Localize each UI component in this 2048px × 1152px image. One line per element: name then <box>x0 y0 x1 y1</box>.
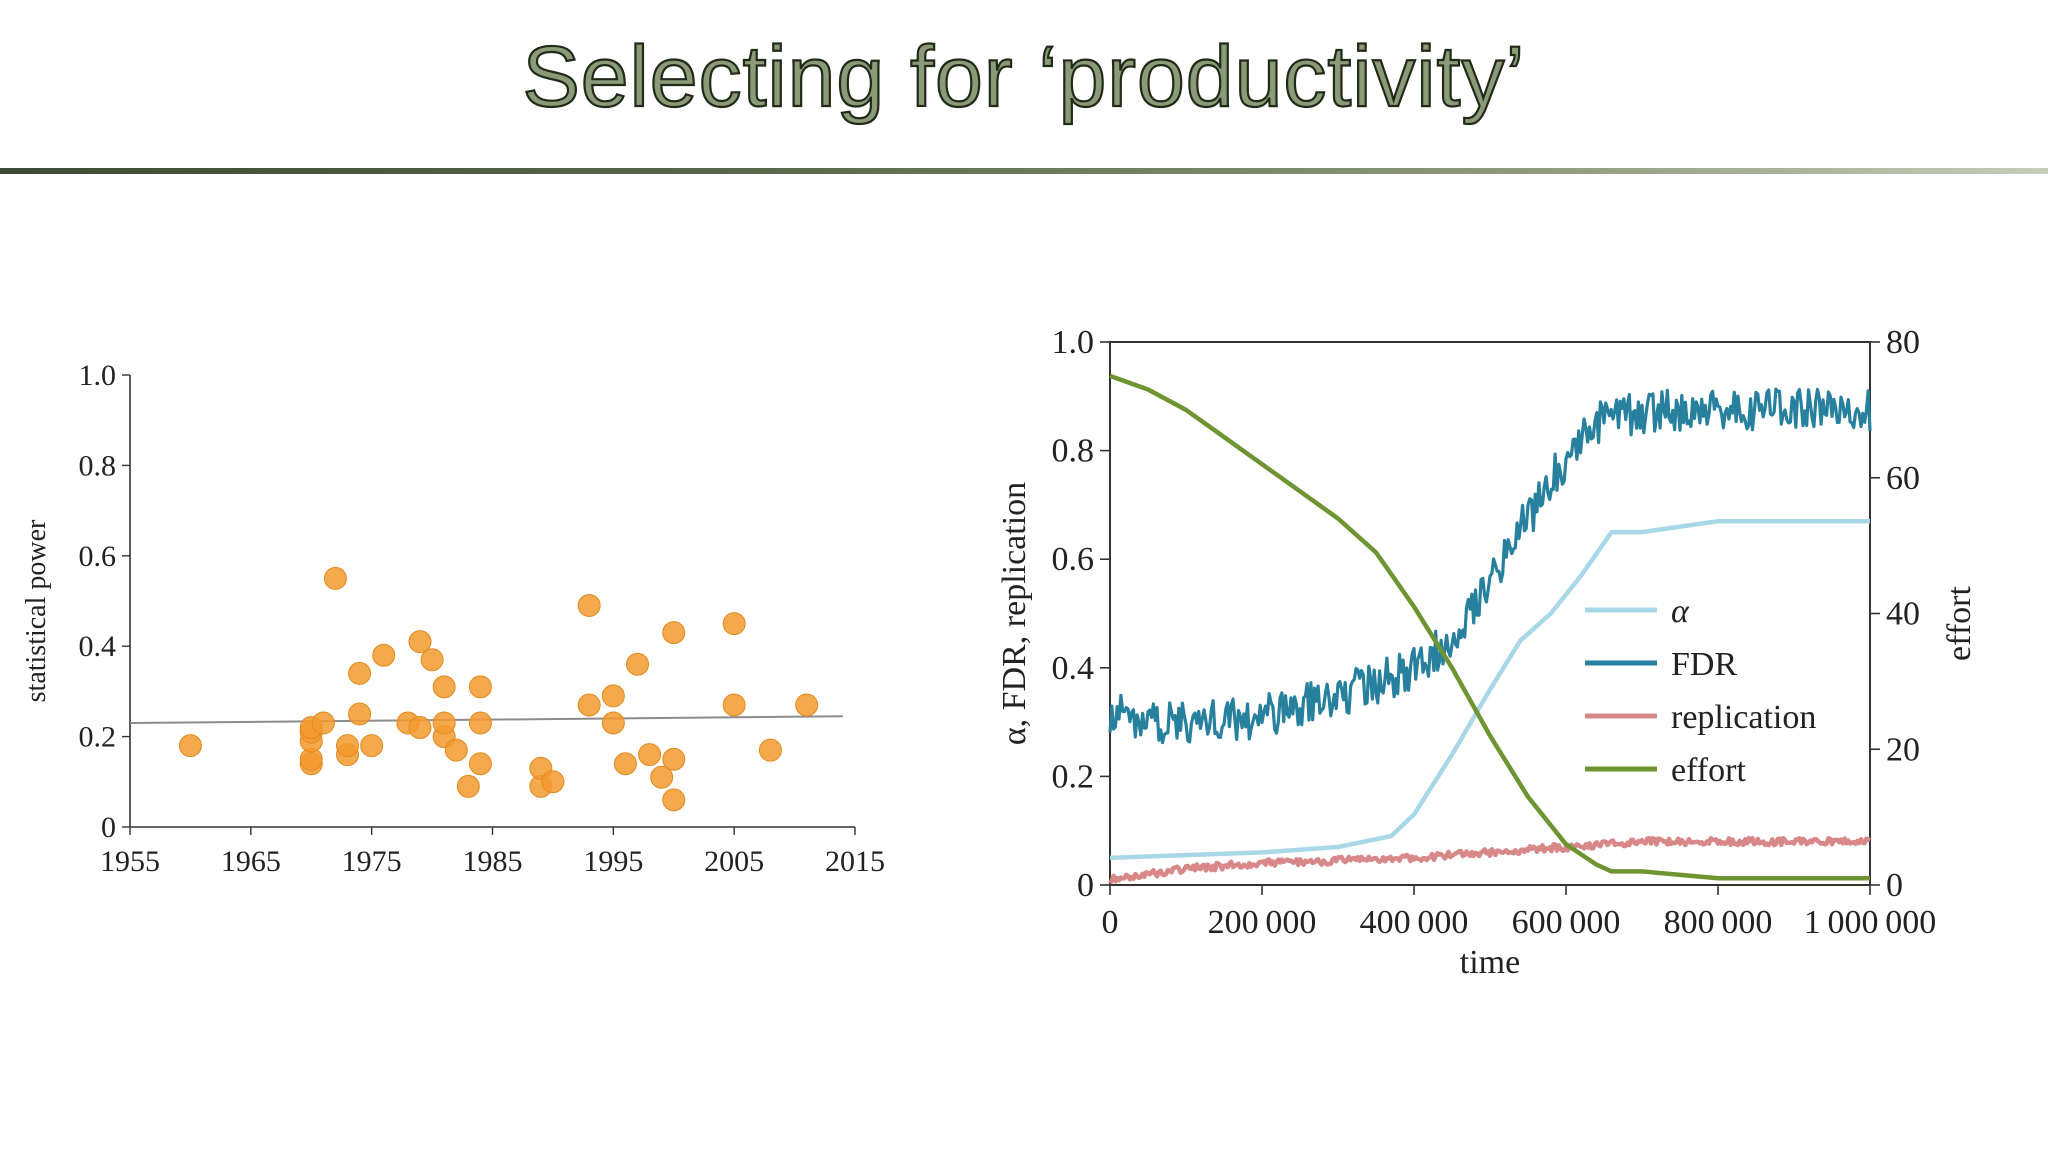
y-axis-title: α, FDR, replication <box>996 482 1033 745</box>
y-tick-label: 0.8 <box>1052 433 1095 470</box>
title-divider <box>0 168 2048 174</box>
x-tick-label: 1985 <box>463 845 523 878</box>
y-tick-label: 0.2 <box>1052 758 1095 795</box>
scatter-point <box>311 711 335 735</box>
scatter-point <box>601 711 625 735</box>
legend-label-alpha: α <box>1671 593 1690 630</box>
scatter-point <box>420 648 444 672</box>
scatter-point <box>795 693 819 717</box>
series-line-effort <box>1109 373 1870 881</box>
x-axis-title: time <box>1460 944 1520 981</box>
y-axis-title: statistical power <box>21 519 52 702</box>
scatter-point <box>408 716 432 740</box>
x-tick-label: 0 <box>1102 904 1119 941</box>
scatter-point <box>432 675 456 699</box>
scatter-point <box>348 661 372 685</box>
scatter-point <box>468 675 492 699</box>
x-tick-label: 400 000 <box>1360 904 1469 941</box>
scatter-point <box>444 738 468 762</box>
scatter-point <box>372 643 396 667</box>
legend-label-replication: replication <box>1671 699 1816 736</box>
scatter-point <box>336 734 359 758</box>
scatter-point <box>662 747 686 771</box>
scatter-point <box>626 652 649 676</box>
scatter-point <box>360 734 384 758</box>
scatter-point <box>662 788 686 812</box>
x-tick-label: 1995 <box>583 845 643 878</box>
scatter-point <box>613 752 637 776</box>
scatter-point <box>178 734 202 758</box>
scatter-point <box>722 693 746 717</box>
scatter-point <box>638 743 662 767</box>
y-tick-label: 0.6 <box>79 540 117 573</box>
y-tick-label: 1.0 <box>1052 324 1095 361</box>
slide-title: Selecting for ‘productivity’ <box>521 28 1526 126</box>
x-tick-label: 1 000 000 <box>1804 904 1937 941</box>
scatter-point <box>662 621 686 645</box>
y-tick-label: 0.6 <box>1052 541 1095 578</box>
simulation-line-chart: 0 0.2 0.4 0.6 0.8 1.0 0 20 40 60 80 0 200 000 400 000… <box>996 324 1978 981</box>
x-tick-label: 800 000 <box>1664 904 1773 941</box>
x-tick-label: 2005 <box>704 845 764 878</box>
plot-frame <box>1109 341 1871 886</box>
scatter-point <box>650 765 674 789</box>
series-line-alpha <box>1109 518 1870 861</box>
scatter-point <box>541 770 565 794</box>
scatter-point <box>408 630 432 654</box>
y-right-tick-label: 40 <box>1886 596 1920 633</box>
legend-label-effort: effort <box>1671 752 1746 789</box>
series-line-fdr <box>1108 387 1872 745</box>
scatter-point <box>758 738 782 762</box>
y-tick-label: 0.4 <box>79 630 117 663</box>
scatter-point <box>468 752 492 776</box>
legend-label-fdr: FDR <box>1671 646 1737 683</box>
x-tick-label: 200 000 <box>1208 904 1317 941</box>
statistical-power-scatter-chart: 0 0.2 0.4 0.6 0.8 1.0 1955 1965 1975 1985 1995 2005… <box>21 359 885 878</box>
scatter-point <box>456 774 480 798</box>
scatter-point <box>432 711 456 735</box>
y-tick-label: 0 <box>1077 867 1094 904</box>
y-right-tick-label: 80 <box>1886 324 1920 361</box>
scatter-point <box>577 594 601 618</box>
y-tick-label: 0.2 <box>79 721 117 754</box>
scatter-point <box>577 693 601 717</box>
y-right-tick-label: 20 <box>1886 731 1920 768</box>
x-tick-label: 1965 <box>221 845 281 878</box>
x-tick-label: 600 000 <box>1512 904 1621 941</box>
y-right-tick-label: 0 <box>1886 867 1903 904</box>
y-right-tick-label: 60 <box>1886 460 1920 497</box>
y-tick-label: 1.0 <box>79 359 117 392</box>
y-tick-label: 0 <box>101 811 116 844</box>
y-right-axis-title: effort <box>1941 586 1978 661</box>
scatter-point <box>722 612 746 636</box>
scatter-point <box>348 702 372 726</box>
y-tick-label: 0.8 <box>79 449 117 482</box>
series-line-replication <box>1108 835 1872 885</box>
y-tick-label: 0.4 <box>1052 650 1095 687</box>
scatter-point <box>468 711 492 735</box>
x-tick-label: 2015 <box>825 845 885 878</box>
x-tick-label: 1955 <box>100 845 160 878</box>
scatter-point <box>601 684 625 708</box>
scatter-point <box>323 566 347 590</box>
x-tick-label: 1975 <box>342 845 402 878</box>
